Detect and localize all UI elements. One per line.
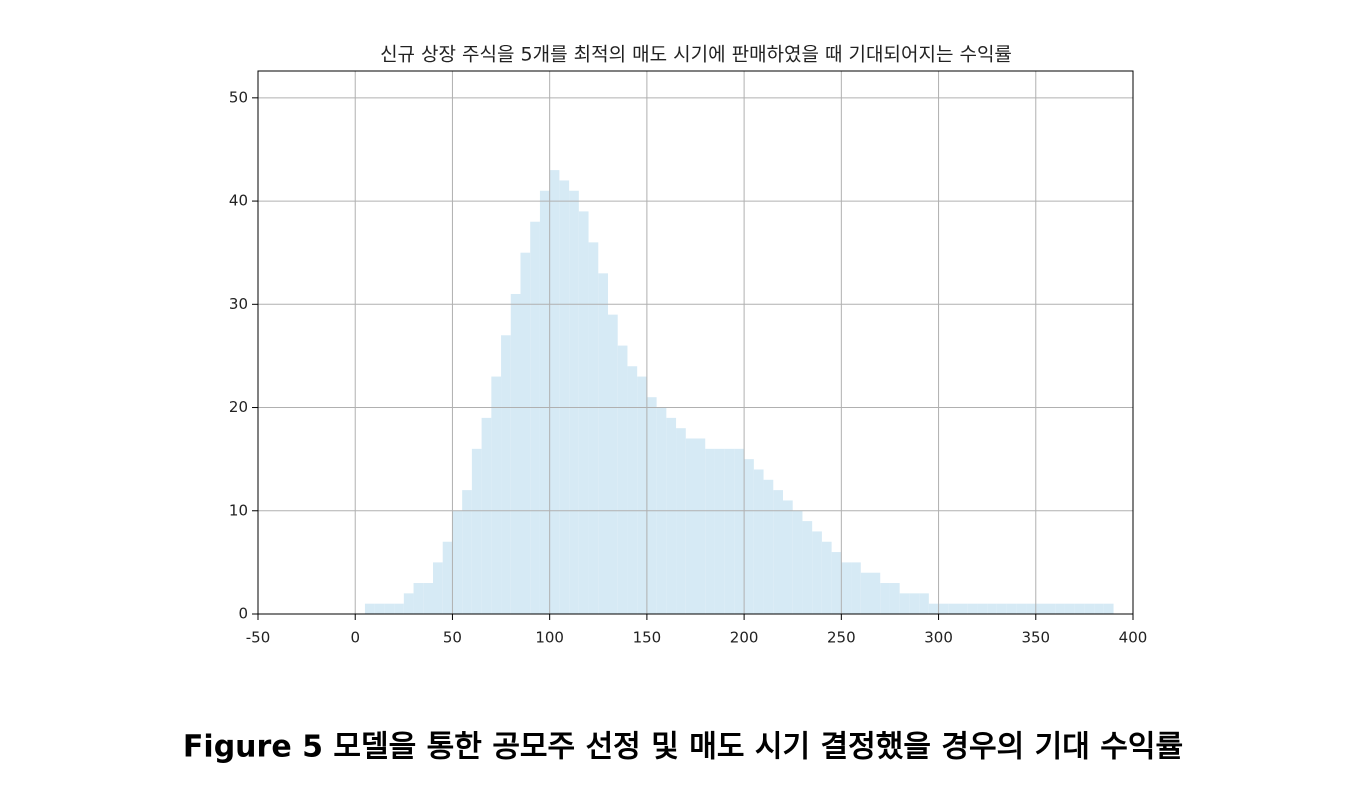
- histogram-bar: [1103, 603, 1114, 614]
- histogram-bar: [374, 603, 385, 614]
- histogram-bar: [987, 603, 997, 614]
- histogram-bar: [792, 510, 803, 614]
- histogram-bar: [996, 603, 1007, 614]
- histogram-bar: [802, 521, 813, 614]
- histogram-bar: [578, 211, 589, 614]
- histogram-bar: [1035, 603, 1046, 614]
- histogram-bar: [646, 397, 657, 614]
- histogram-bar: [471, 448, 482, 614]
- histogram-bar: [967, 603, 978, 614]
- histogram-bar: [977, 603, 988, 614]
- histogram-bar: [685, 438, 696, 614]
- histogram-bar: [812, 531, 822, 614]
- histogram-bar: [510, 293, 521, 614]
- x-tick-label: 50: [443, 629, 462, 647]
- x-tick-label: 350: [1021, 629, 1050, 647]
- histogram-bar: [394, 603, 404, 614]
- chart-title: 신규 상장 주식을 5개를 최적의 매도 시기에 판매하였을 때 기대되어지는 …: [380, 44, 1012, 66]
- histogram-bar: [860, 572, 871, 614]
- histogram-bar: [549, 170, 560, 614]
- histogram-bar: [880, 583, 890, 614]
- histogram-bar: [433, 562, 443, 614]
- histogram-bar: [423, 583, 433, 614]
- histogram-bar: [841, 562, 852, 614]
- histogram-bar: [598, 273, 608, 614]
- x-tick-label: 200: [730, 629, 759, 647]
- histogram-bar: [676, 428, 686, 614]
- histogram-bar: [617, 345, 628, 614]
- histogram-bar: [588, 242, 599, 614]
- histogram-bar: [938, 603, 949, 614]
- y-tick-label: 50: [229, 88, 248, 106]
- histogram-bar: [695, 438, 706, 614]
- histogram-bar: [1094, 603, 1104, 614]
- x-tick-label: 300: [924, 629, 953, 647]
- x-tick-label: 150: [633, 629, 662, 647]
- histogram-bar: [442, 541, 453, 614]
- histogram-bar: [1006, 603, 1017, 614]
- histogram-bar: [559, 180, 570, 615]
- histogram-bar: [666, 417, 677, 614]
- histogram-bar: [462, 490, 472, 614]
- histogram-bar: [948, 603, 958, 614]
- histogram-bar: [1026, 603, 1036, 614]
- histogram-bar: [569, 190, 579, 614]
- histogram-bar: [1055, 603, 1065, 614]
- x-tick-label: 0: [350, 629, 360, 647]
- histogram-bar: [384, 603, 395, 614]
- histogram-bar: [1045, 603, 1056, 614]
- histogram-bar: [413, 583, 424, 614]
- histogram-bar: [753, 469, 764, 614]
- histogram-bar: [705, 448, 715, 614]
- figure-caption: Figure 5 모델을 통한 공모주 선정 및 매도 시기 결정했을 경우의 …: [183, 730, 1183, 765]
- histogram-bar: [403, 593, 414, 614]
- histogram-bar: [1074, 603, 1085, 614]
- histogram-bar: [608, 314, 618, 614]
- histogram-bar: [958, 603, 968, 614]
- histogram-bar: [501, 335, 511, 614]
- histogram-bar: [744, 459, 754, 614]
- y-tick-label: 0: [238, 605, 248, 623]
- histogram-bar: [539, 190, 550, 614]
- histogram-bar: [889, 583, 900, 614]
- histogram-bar: [899, 593, 910, 614]
- histogram-bar: [773, 490, 783, 614]
- histogram-bar: [734, 448, 745, 614]
- histogram-bar: [783, 500, 793, 614]
- y-tick-label: 10: [229, 501, 248, 519]
- histogram-bar: [821, 541, 832, 614]
- histogram-bar: [364, 603, 375, 614]
- histogram-bar: [452, 510, 463, 614]
- histogram-bar: [831, 552, 842, 614]
- histogram-bar: [1016, 603, 1027, 614]
- histogram-bar: [928, 603, 939, 614]
- y-tick-label: 30: [229, 295, 248, 313]
- histogram-bar: [520, 252, 531, 614]
- histogram-bar: [851, 562, 861, 614]
- histogram-bar: [530, 221, 540, 614]
- histogram-bar: [1084, 603, 1095, 614]
- histogram-bar: [909, 593, 920, 614]
- histogram-bar: [627, 366, 638, 614]
- x-tick-label: 250: [827, 629, 856, 647]
- histogram-bar: [1064, 603, 1075, 614]
- histogram-bar: [637, 376, 647, 614]
- histogram-bar: [481, 417, 492, 614]
- x-tick-label: -50: [246, 629, 271, 647]
- histogram-bar: [870, 572, 881, 614]
- histogram-bar: [763, 479, 774, 614]
- histogram-bar: [714, 448, 725, 614]
- y-tick-label: 40: [229, 192, 248, 210]
- x-tick-label: 100: [535, 629, 564, 647]
- plot-frame: [257, 70, 1134, 615]
- histogram-bar: [491, 376, 502, 614]
- histogram-bar: [724, 448, 735, 614]
- histogram-bar: [919, 593, 929, 614]
- y-tick-label: 20: [229, 398, 248, 416]
- x-tick-label: 400: [1119, 629, 1148, 647]
